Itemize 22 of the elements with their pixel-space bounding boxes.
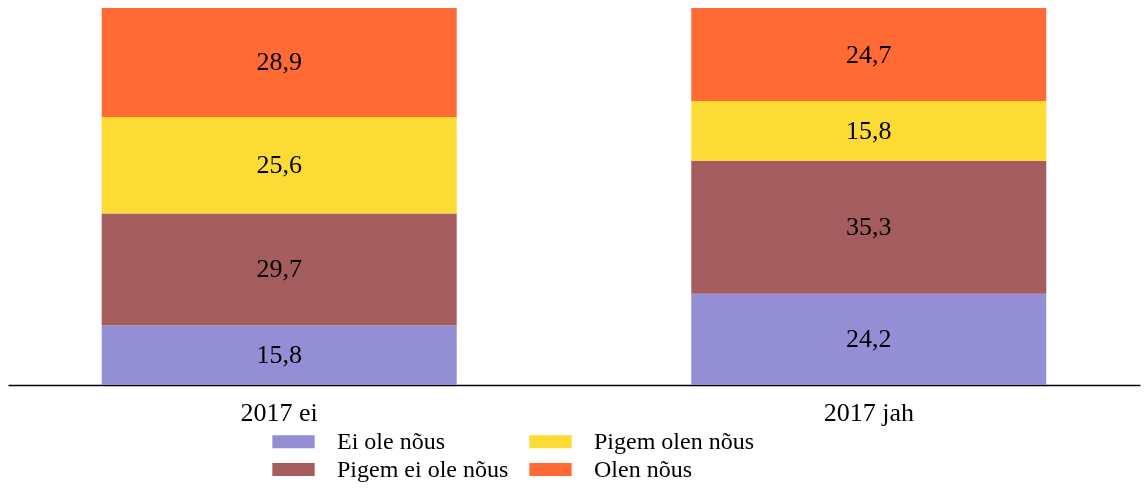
legend-label: Ei ole nõus (337, 427, 445, 454)
data-label: 35,3 (846, 212, 892, 242)
legend-label: Olen nõus (594, 455, 692, 482)
bar (691, 8, 1047, 102)
bar (101, 8, 457, 117)
bar (101, 213, 457, 326)
data-label: 24,2 (846, 324, 892, 354)
data-label: 15,8 (846, 115, 892, 145)
legend-label: Pigem ei ole nõus (337, 455, 509, 482)
bar (101, 116, 457, 214)
bar (691, 101, 1047, 161)
bar (691, 160, 1047, 294)
data-label: 24,7 (846, 39, 892, 69)
bar (691, 293, 1047, 385)
data-label: 28,9 (256, 47, 302, 77)
legend-label: Pigem olen nõus (594, 427, 754, 454)
bar (101, 325, 457, 385)
data-label: 15,8 (256, 340, 302, 370)
x-tick-label: 2017 ei (240, 397, 318, 427)
data-label: 29,7 (256, 254, 302, 284)
data-label: 25,6 (256, 150, 302, 180)
x-tick-label: 2017 jah (823, 397, 914, 427)
